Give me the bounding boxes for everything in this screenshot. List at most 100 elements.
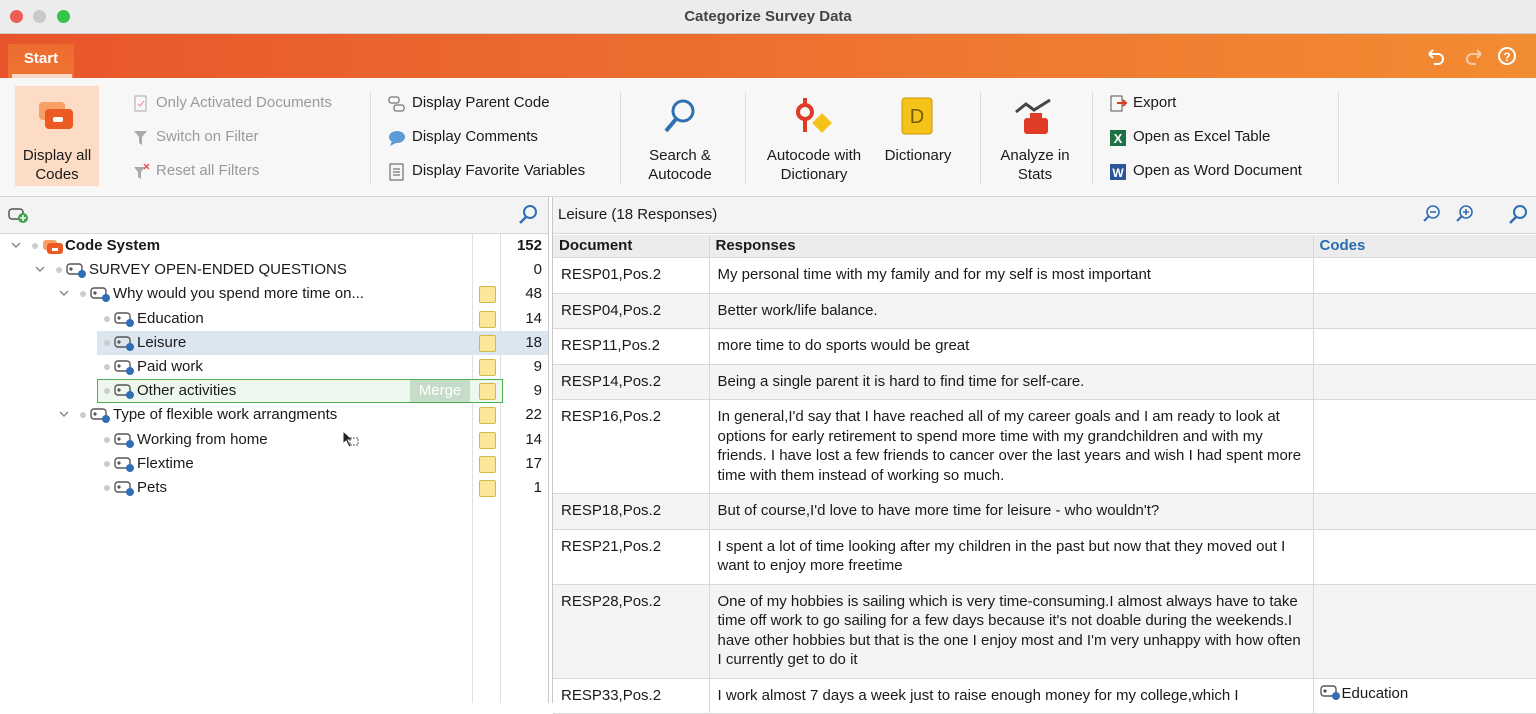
codes-cell: [1313, 328, 1536, 365]
icon: [388, 95, 408, 118]
memo-icon[interactable]: [479, 480, 496, 497]
codes-cell: [1313, 399, 1536, 494]
expand-toggle[interactable]: [58, 282, 70, 314]
tree-row[interactable]: Type of flexible work arrangments 22: [0, 403, 548, 427]
export-option[interactable]: Export: [1133, 94, 1177, 111]
code-icon: [114, 382, 136, 408]
zoom-button[interactable]: [57, 10, 70, 23]
tree-row[interactable]: SURVEY OPEN-ENDED QUESTIONS 0: [0, 258, 548, 282]
tree-row[interactable]: Code System 152: [0, 234, 548, 258]
memo-icon[interactable]: [479, 455, 496, 473]
response-row[interactable]: RESP16,Pos.2 In general,I'd say that I ha…: [553, 399, 1536, 494]
tree-row[interactable]: Why would you spend more time on... 48: [0, 282, 548, 306]
response-row[interactable]: RESP28,Pos.2 One of my hobbies is sailing…: [553, 584, 1536, 679]
autocode-dictionary-button[interactable]: Autocode with Dictionary: [755, 92, 873, 186]
response-cell: more time to do sports would be great: [709, 328, 1314, 365]
response-cell: I work almost 7 days a week just to rais…: [709, 678, 1314, 714]
export-option[interactable]: Open as Excel Table: [1133, 128, 1271, 145]
column-divider: [500, 234, 501, 703]
analyze-stats-button[interactable]: Analyze in Stats: [990, 92, 1080, 186]
code-count: 17: [525, 454, 542, 472]
expand-toggle[interactable]: [34, 258, 46, 290]
response-row[interactable]: RESP18,Pos.2 But of course,I'd love to ha…: [553, 493, 1536, 530]
code-label: Education: [1341, 684, 1409, 702]
response-row[interactable]: RESP01,Pos.2 My personal time with my fam…: [553, 257, 1536, 294]
tree-dot: [80, 291, 86, 298]
help-icon[interactable]: [1498, 47, 1516, 65]
help-glyph: ?: [1503, 50, 1510, 64]
codes-cell: [1313, 584, 1536, 679]
code-icon: [114, 310, 136, 336]
separator: [745, 92, 746, 184]
display-option[interactable]: Display Favorite Variables: [412, 162, 586, 179]
search-icon[interactable]: [518, 204, 538, 224]
code-count: 9: [533, 358, 542, 375]
filter-option[interactable]: Only Activated Documents: [156, 94, 332, 111]
button-label: Search & Autocode: [648, 147, 712, 183]
filter-option[interactable]: Reset all Filters: [156, 162, 260, 179]
tab-indicator: [12, 74, 72, 78]
zoom-out-icon[interactable]: [1423, 205, 1440, 222]
display-option[interactable]: Display Comments: [412, 128, 538, 145]
display-option[interactable]: Display Parent Code: [412, 94, 550, 111]
svg-text:W: W: [1112, 166, 1124, 180]
search-icon[interactable]: [1509, 205, 1527, 224]
zoom-in-icon[interactable]: [1456, 205, 1473, 222]
expand-toggle[interactable]: [58, 403, 70, 435]
column-header[interactable]: Document: [553, 235, 710, 258]
response-row[interactable]: RESP11,Pos.2 more time to do sports would…: [553, 328, 1536, 365]
export-option[interactable]: Open as Word Document: [1133, 162, 1302, 179]
code-count: 152: [516, 237, 542, 254]
close-button[interactable]: [10, 10, 23, 23]
response-row[interactable]: RESP04,Pos.2 Better work/life balance.: [553, 293, 1536, 329]
separator: [980, 92, 981, 184]
column-header[interactable]: Codes: [1313, 235, 1536, 258]
dictionary-button[interactable]: D Dictionary: [875, 92, 961, 186]
header-row: Document Responses Codes: [553, 235, 1536, 258]
codes-cell: [1313, 293, 1536, 329]
undo-icon[interactable]: [1428, 49, 1444, 65]
tree-row[interactable]: Working from home 14: [0, 428, 548, 452]
response-cell: Better work/life balance.: [709, 293, 1314, 329]
redo-icon[interactable]: [1466, 49, 1482, 65]
code-tree: Code System 152 SURVEY OPEN-ENDED QUESTION…: [0, 234, 548, 703]
start-tab[interactable]: Start: [8, 44, 74, 78]
memo-icon[interactable]: [479, 407, 496, 425]
document-cell: RESP28,Pos.2: [553, 584, 710, 679]
column-header[interactable]: Responses: [709, 235, 1314, 258]
tree-dot: [104, 339, 110, 346]
icon: [388, 129, 408, 152]
tree-row[interactable]: Pets 1: [0, 476, 548, 500]
icon: [388, 163, 408, 186]
tree-row[interactable]: Paid work 9: [0, 355, 548, 379]
code-system-pane: Code System 152 SURVEY OPEN-ENDED QUESTION…: [0, 197, 549, 703]
toolbar-icons: [1423, 205, 1527, 224]
response-row[interactable]: RESP14,Pos.2 Being a single parent it is …: [553, 364, 1536, 400]
new-code-icon[interactable]: [8, 206, 30, 224]
memo-icon[interactable]: [479, 359, 496, 376]
tree-row[interactable]: Education 14: [0, 307, 548, 331]
response-row[interactable]: RESP21,Pos.2 I spent a lot of time lookin…: [553, 529, 1536, 585]
icon: [1109, 95, 1129, 118]
minimize-button[interactable]: [33, 10, 46, 23]
tree-row[interactable]: Leisure 18: [0, 330, 548, 355]
display-all-codes-button[interactable]: Display all Codes: [15, 86, 99, 186]
button-label: Display all Codes: [22, 147, 92, 183]
memo-icon[interactable]: [479, 383, 496, 401]
dictionary-icon: D: [901, 97, 933, 135]
tree-row[interactable]: Flextime 17: [0, 452, 548, 476]
tree-dot: [104, 364, 110, 370]
memo-icon[interactable]: [479, 310, 496, 328]
filter-option[interactable]: Switch on Filter: [156, 128, 259, 145]
memo-icon[interactable]: [479, 286, 496, 304]
memo-icon[interactable]: [479, 334, 496, 352]
icon-glyph: D: [910, 106, 924, 128]
tree-row[interactable]: Merge Other activities 9: [0, 379, 548, 404]
expand-toggle[interactable]: [10, 234, 22, 266]
memo-icon[interactable]: [479, 431, 496, 449]
response-row[interactable]: RESP33,Pos.2 I work almost 7 days a week …: [553, 678, 1536, 714]
code-icon: [90, 406, 112, 432]
response-cell: Being a single parent it is hard to find…: [709, 364, 1314, 400]
response-cell: One of my hobbies is sailing which is ve…: [709, 584, 1314, 679]
search-autocode-button[interactable]: Search & Autocode: [630, 92, 730, 186]
